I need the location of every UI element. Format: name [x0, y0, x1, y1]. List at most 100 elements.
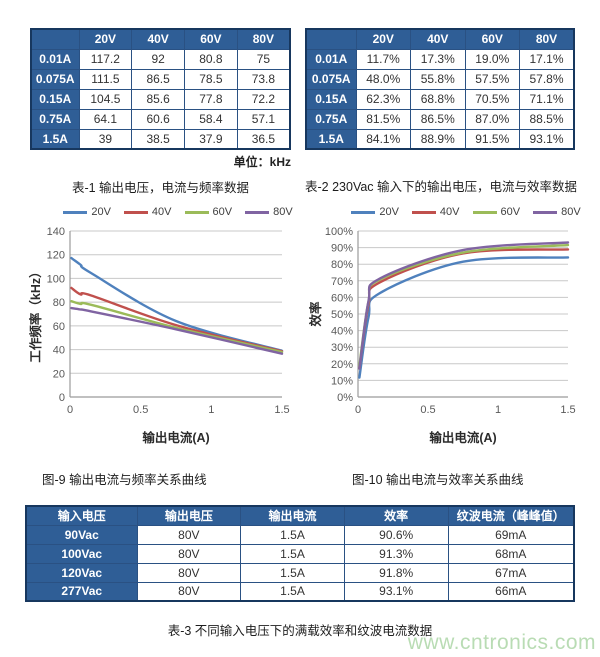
- x-axis-title: 输出电流(A): [429, 430, 496, 445]
- table-cell: 67mA: [447, 562, 575, 583]
- legend-item: 20V: [351, 206, 399, 218]
- table-cell: 91.5%: [464, 128, 520, 150]
- table-row: 90Vac 80V 1.5A 90.6% 69mA: [25, 524, 575, 545]
- y-tick-label: 20%: [331, 359, 353, 371]
- column-header: 纹波电流（峰峰值）: [447, 505, 575, 526]
- table-cell: 62.3%: [355, 88, 411, 110]
- table-cell: 91.3%: [343, 543, 449, 564]
- y-tick-label: 40: [53, 345, 65, 357]
- line-regulation-table: 输入电压 输出电压 输出电流 效率 纹波电流（峰峰值） 90Vac 80V 1.5A 90.6%…: [25, 505, 575, 602]
- table-cell: 72.2: [236, 88, 291, 110]
- x-tick-label: 1.5: [274, 404, 289, 416]
- legend-line-swatch: [184, 210, 209, 214]
- table3-caption: 表-3 不同输入电压下的满载效率和纹波电流数据: [167, 624, 433, 638]
- table-row: 277Vac 80V 1.5A 93.1% 66mA: [25, 581, 575, 602]
- table-cell: 1.5A: [240, 581, 345, 602]
- series-line-60v: [70, 299, 284, 354]
- table-cell: 37.9: [184, 128, 238, 150]
- y-tick-label: 50%: [331, 309, 353, 321]
- legend-item: 60V: [184, 206, 233, 218]
- table-cell: 80V: [136, 524, 242, 545]
- column-header: 20V: [355, 28, 411, 50]
- table-cell: 17.1%: [519, 48, 575, 70]
- table-cell: 71.1%: [519, 88, 575, 110]
- series-line-80v: [70, 306, 284, 355]
- header-row: 输入电压 输出电压 输出电流 效率 纹波电流（峰峰值）: [25, 505, 575, 526]
- table-row: 0.15A 62.3% 68.8% 70.5% 71.1%: [305, 88, 575, 110]
- table-row: 0.75A 64.1 60.6 58.4 57.1: [30, 108, 291, 130]
- y-tick-label: 80%: [331, 259, 353, 271]
- efficiency-chart-legend: 20V 40V 60V 80V: [308, 205, 590, 219]
- table-cell: 57.5%: [464, 68, 520, 90]
- column-header: [30, 28, 80, 50]
- table-cell: 75: [236, 48, 291, 70]
- y-tick-label: 100: [47, 273, 65, 285]
- legend-item: 40V: [123, 206, 172, 218]
- y-tick-label: 80: [53, 297, 65, 309]
- row-header: 277Vac: [25, 581, 138, 602]
- column-header: 60V: [184, 28, 238, 50]
- column-header: 输入电压: [25, 505, 138, 526]
- series-line-40v: [70, 286, 284, 353]
- legend-label: 60V: [212, 206, 233, 218]
- table1-caption: 表-1 输出电压，电流与频率数据: [71, 181, 250, 195]
- table-cell: 11.7%: [355, 48, 411, 70]
- table-cell: 87.0%: [464, 108, 520, 130]
- table-cell: 1.5A: [240, 524, 345, 545]
- y-axis-title: 效率: [308, 301, 323, 327]
- table-cell: 93.1%: [519, 128, 575, 150]
- frequency-chart: 0 20 40 60 80 100 120 140 0 0.5 1 1.5 输出电流(A) 工作频率（kH…: [28, 226, 290, 445]
- x-axis-title: 输出电流(A): [142, 430, 209, 445]
- row-header: 0.01A: [305, 48, 357, 70]
- column-header: 40V: [131, 28, 185, 50]
- table-cell: 48.0%: [355, 68, 411, 90]
- x-tick-label: 0.5: [133, 404, 148, 416]
- table-cell: 92: [131, 48, 185, 70]
- legend-label: 40V: [439, 206, 460, 218]
- column-header: 输出电流: [240, 505, 345, 526]
- table-cell: 117.2: [78, 48, 133, 70]
- legend-label: 40V: [151, 206, 172, 218]
- table-cell: 66mA: [447, 581, 575, 602]
- table1-block: 20V 40V 60V 80V 0.01A 117.2 92 80.8 75 0.075A 111.…: [30, 28, 291, 196]
- table-row: 0.075A 111.5 86.5 78.5 73.8: [30, 68, 291, 90]
- x-tick-label: 1: [495, 404, 501, 416]
- table-row: 100Vac 80V 1.5A 91.3% 68mA: [25, 543, 575, 564]
- row-header: 1.5A: [305, 128, 357, 150]
- table-cell: 85.6: [131, 88, 185, 110]
- table-row: 0.01A 117.2 92 80.8 75: [30, 48, 291, 70]
- header-row: 20V 40V 60V 80V: [30, 28, 291, 50]
- column-header: 效率: [343, 505, 449, 526]
- series-line-20v: [358, 256, 570, 379]
- efficiency-data-table: 20V 40V 60V 80V 0.01A 11.7% 17.3% 19.0% 17.1% 0.0…: [305, 28, 575, 150]
- header-row: 20V 40V 60V 80V: [305, 28, 575, 50]
- table-cell: 73.8: [236, 68, 291, 90]
- column-header: 60V: [464, 28, 520, 50]
- table-cell: 1.5A: [240, 562, 345, 583]
- table-cell: 93.1%: [343, 581, 449, 602]
- table-row: 0.075A 48.0% 55.8% 57.5% 57.8%: [305, 68, 575, 90]
- legend-line-swatch: [123, 210, 148, 214]
- y-tick-label: 90%: [331, 243, 353, 255]
- table-row: 1.5A 39 38.5 37.9 36.5: [30, 128, 291, 150]
- table-cell: 57.8%: [519, 68, 575, 90]
- frequency-chart-block: 20V 40V 60V 80V 0 20 40 60 80 100 120 140 0 0.5 1 1.5 输…: [28, 205, 294, 488]
- row-header: 0.075A: [305, 68, 357, 90]
- legend-item: 40V: [411, 206, 460, 218]
- legend-line-swatch: [533, 210, 558, 214]
- table-row: 1.5A 84.1% 88.9% 91.5% 93.1%: [305, 128, 575, 150]
- table-cell: 91.8%: [343, 562, 449, 583]
- column-header: 80V: [519, 28, 575, 50]
- table2-caption: 表-2 230Vac 输入下的输出电压，电流与效率数据: [305, 180, 578, 194]
- table-cell: 88.9%: [410, 128, 466, 150]
- x-tick-label: 0.5: [420, 404, 435, 416]
- table-cell: 90.6%: [343, 524, 449, 545]
- table-row: 120Vac 80V 1.5A 91.8% 67mA: [25, 562, 575, 583]
- x-tick-label: 0: [67, 404, 73, 416]
- table-cell: 17.3%: [410, 48, 466, 70]
- frequency-chart-legend: 20V 40V 60V 80V: [28, 205, 294, 219]
- table-cell: 104.5: [78, 88, 133, 110]
- legend-item: 80V: [245, 206, 293, 218]
- legend-item: 80V: [533, 206, 581, 218]
